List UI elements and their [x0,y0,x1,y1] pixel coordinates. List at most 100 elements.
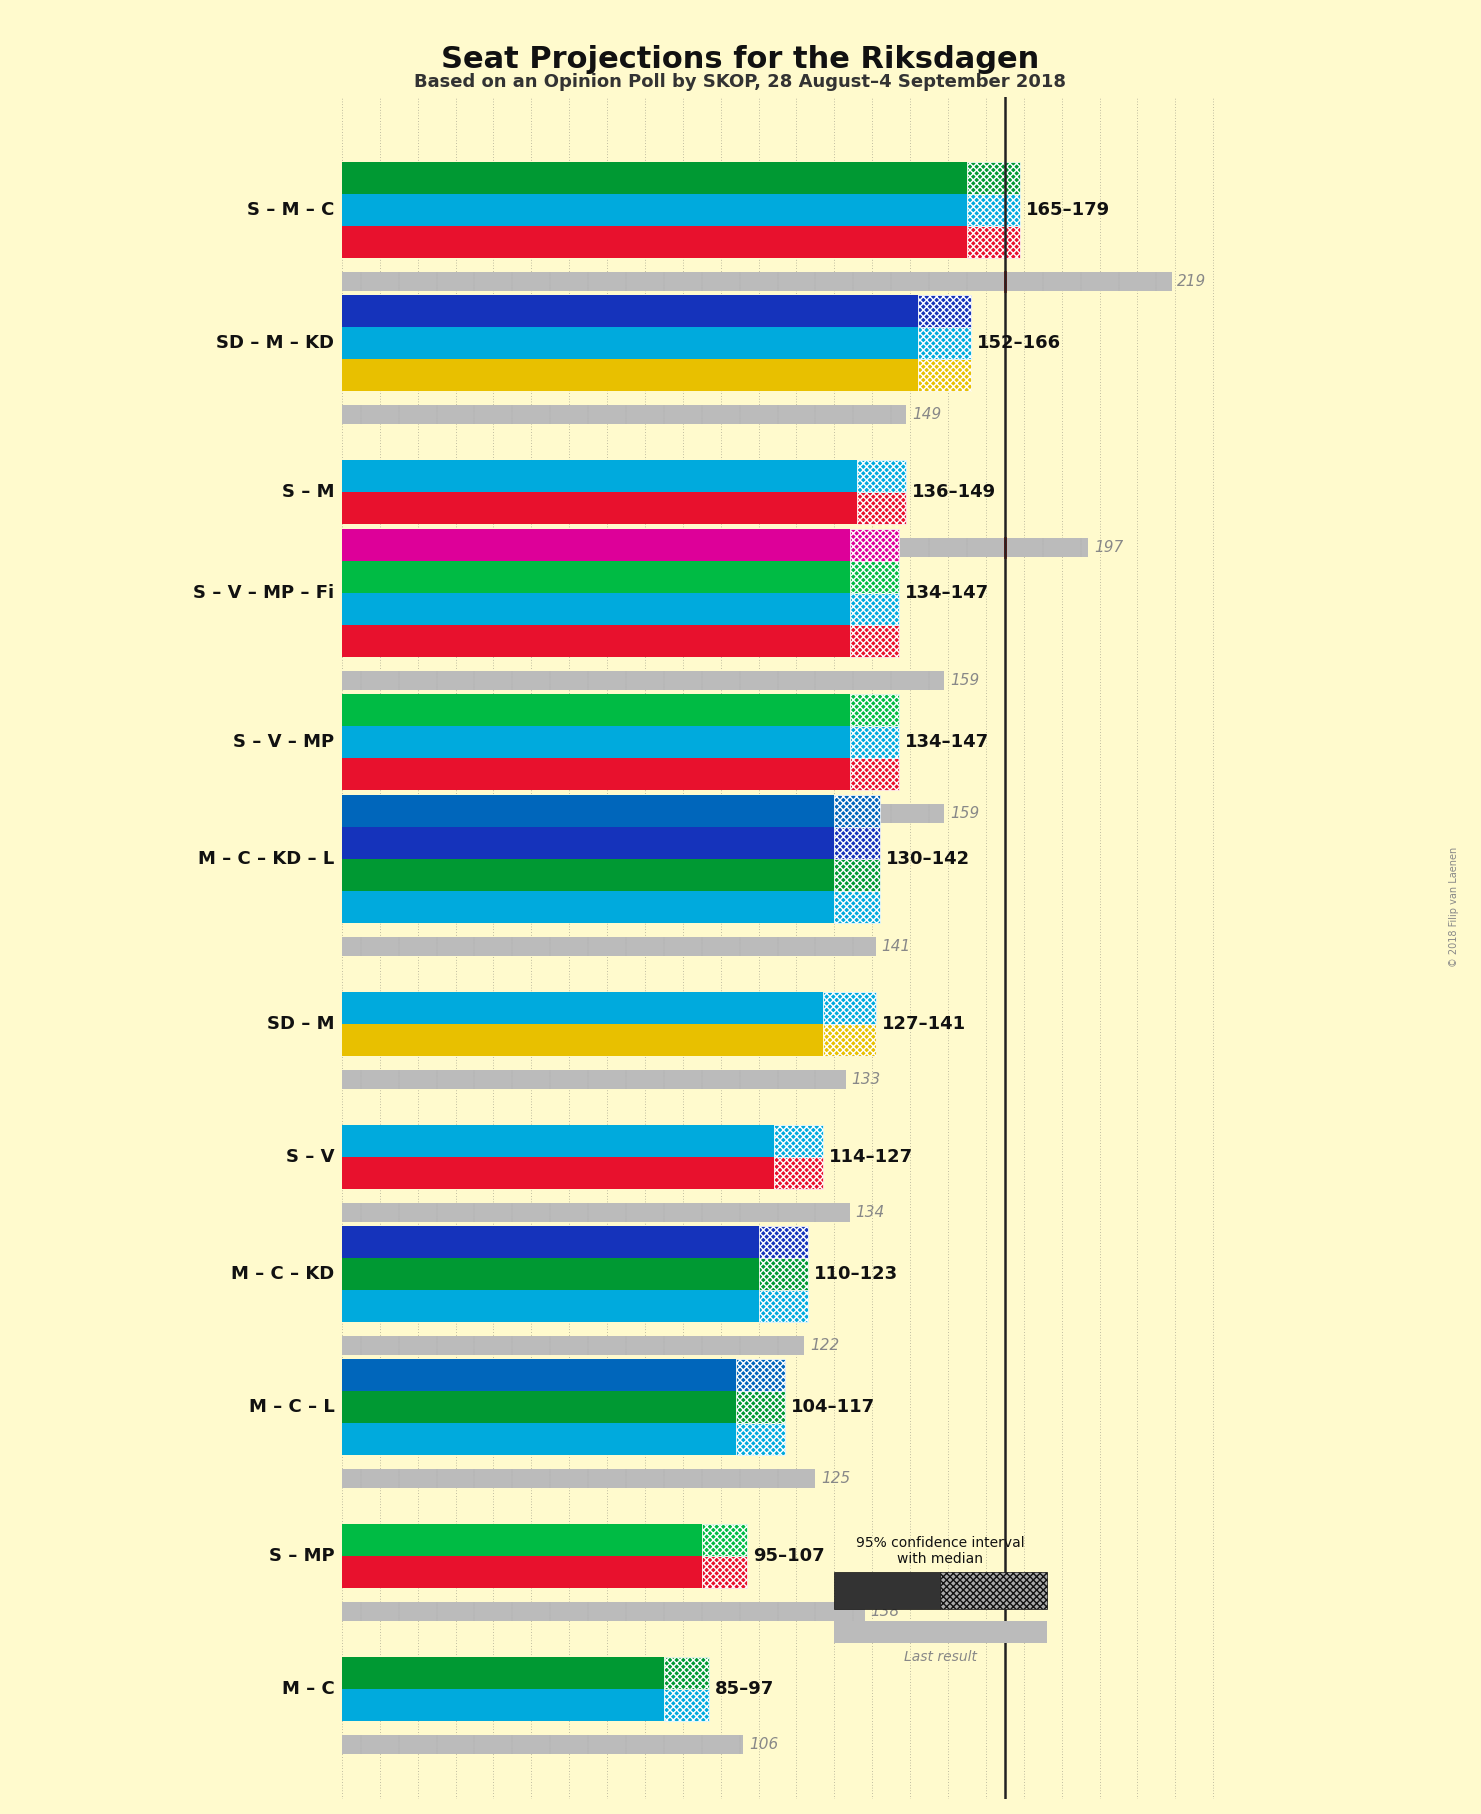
Bar [834,827,880,858]
Bar [342,1226,758,1257]
Bar [342,726,850,758]
Bar [342,359,918,390]
Text: 219: 219 [1177,274,1207,288]
Text: 122: 122 [810,1339,840,1353]
Text: 127–141: 127–141 [881,1014,966,1032]
Text: M – C – L: M – C – L [249,1397,335,1415]
Text: S – M: S – M [281,483,335,501]
Bar [702,1556,748,1587]
Bar [663,1689,709,1720]
Bar [773,1125,823,1157]
Text: 130–142: 130–142 [886,849,970,867]
Bar [850,624,899,657]
Text: Last result: Last result [903,1651,977,1663]
Bar [342,296,918,327]
Bar [342,405,906,424]
Text: S – V – MP – Fi: S – V – MP – Fi [193,584,335,602]
Bar [342,1391,736,1422]
Bar [918,327,970,359]
Text: 95–107: 95–107 [752,1547,825,1565]
Bar [342,671,945,689]
Bar [967,194,1020,225]
Bar [834,1622,1047,1643]
Bar [342,1070,846,1088]
Text: 152–166: 152–166 [976,334,1060,352]
Text: 134–147: 134–147 [905,733,989,751]
Bar [342,161,967,194]
Text: 125: 125 [820,1471,850,1486]
Text: 104–117: 104–117 [791,1397,875,1415]
Text: Based on an Opinion Poll by SKOP, 28 August–4 September 2018: Based on an Opinion Poll by SKOP, 28 Aug… [415,73,1066,91]
Text: © 2018 Filip van Laenen: © 2018 Filip van Laenen [1448,847,1459,967]
Text: S – MP: S – MP [268,1547,335,1565]
Text: 165–179: 165–179 [1026,201,1109,219]
Text: S – V – MP: S – V – MP [233,733,335,751]
Bar [342,795,834,827]
Bar [342,1157,773,1188]
Text: 159: 159 [949,673,979,688]
Bar [834,891,880,923]
Text: 85–97: 85–97 [715,1680,775,1698]
Bar [342,459,857,492]
Bar [834,1571,940,1609]
Text: Seat Projections for the Riksdagen: Seat Projections for the Riksdagen [441,45,1040,74]
Text: 138: 138 [871,1604,899,1618]
Bar [342,1736,743,1754]
Bar [850,726,899,758]
Text: 133: 133 [852,1072,881,1087]
Bar [342,1203,850,1223]
Text: 159: 159 [949,805,979,822]
Text: S – V: S – V [286,1148,335,1166]
Bar [342,992,823,1023]
Bar [850,693,899,726]
Text: 134: 134 [855,1204,884,1221]
Bar [857,459,906,492]
Bar [850,758,899,789]
Bar [342,1556,702,1587]
Bar [342,1524,702,1556]
Bar [702,1524,748,1556]
Bar [342,539,1089,557]
Bar [773,1157,823,1188]
Bar [758,1257,807,1290]
Bar [850,593,899,624]
Bar [834,795,880,827]
Bar [342,225,967,258]
Bar [342,938,877,956]
Bar [823,992,877,1023]
Bar [342,827,834,858]
Bar [342,194,967,225]
Text: SD – M – KD: SD – M – KD [216,334,335,352]
Bar [736,1359,785,1391]
Bar [342,693,850,726]
Bar [342,1290,758,1322]
Bar [342,492,857,524]
Bar [736,1391,785,1422]
Bar [342,858,834,891]
Bar [967,225,1020,258]
Bar [857,492,906,524]
Bar [342,1125,773,1157]
Text: 136–149: 136–149 [912,483,997,501]
Text: 149: 149 [912,406,942,423]
Bar [342,1337,804,1355]
Bar [342,1023,823,1056]
Bar [834,858,880,891]
Bar [758,1290,807,1322]
Text: M – C: M – C [281,1680,335,1698]
Text: M – C – KD – L: M – C – KD – L [198,849,335,867]
Bar [342,327,918,359]
Bar [918,296,970,327]
Text: 197: 197 [1094,541,1123,555]
Bar [342,1257,758,1290]
Bar [342,624,850,657]
Bar [342,1656,663,1689]
Bar [342,593,850,624]
Text: 141: 141 [881,940,911,954]
Bar [342,561,850,593]
Bar [850,530,899,561]
Bar [967,161,1020,194]
Bar [850,561,899,593]
Bar [663,1656,709,1689]
Bar [940,1571,1047,1609]
